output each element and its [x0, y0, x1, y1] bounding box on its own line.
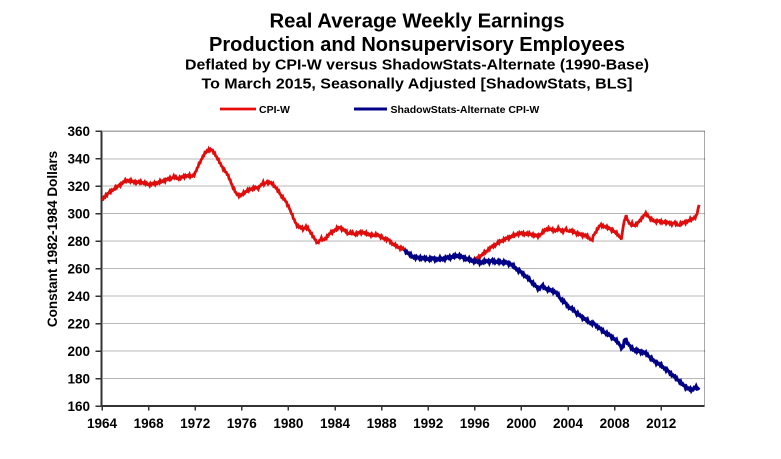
svg-text:220: 220 — [67, 316, 90, 331]
svg-text:2012: 2012 — [646, 416, 676, 431]
svg-text:1976: 1976 — [227, 416, 258, 431]
svg-text:1964: 1964 — [87, 416, 118, 431]
svg-text:1980: 1980 — [273, 416, 303, 431]
svg-text:2008: 2008 — [600, 416, 631, 431]
svg-text:280: 280 — [67, 234, 90, 249]
svg-text:360: 360 — [67, 124, 90, 139]
svg-text:2000: 2000 — [506, 416, 536, 431]
svg-text:To March 2015, Seasonally Adju: To March 2015, Seasonally Adjusted [Shad… — [202, 77, 633, 93]
svg-text:1992: 1992 — [413, 416, 443, 431]
svg-text:ShadowStats-Alternate CPI-W: ShadowStats-Alternate CPI-W — [391, 104, 540, 116]
svg-text:260: 260 — [67, 262, 90, 277]
svg-text:Real Average Weekly Earnings: Real Average Weekly Earnings — [270, 11, 565, 33]
svg-text:Deflated by CPI-W versus Shado: Deflated by CPI-W versus ShadowStats-Alt… — [185, 57, 649, 73]
svg-text:Constant 1982-1984 Dollars: Constant 1982-1984 Dollars — [45, 151, 60, 327]
svg-text:1988: 1988 — [367, 416, 398, 431]
svg-text:Production and Nonsupervisory: Production and Nonsupervisory Employees — [209, 34, 625, 56]
svg-text:320: 320 — [67, 179, 90, 194]
svg-text:300: 300 — [67, 207, 90, 222]
svg-text:1996: 1996 — [460, 416, 491, 431]
svg-text:240: 240 — [67, 289, 90, 304]
svg-text:160: 160 — [67, 399, 90, 414]
svg-text:340: 340 — [67, 152, 90, 167]
svg-text:200: 200 — [67, 344, 90, 359]
svg-text:1984: 1984 — [320, 416, 351, 431]
svg-text:2004: 2004 — [553, 416, 584, 431]
svg-text:180: 180 — [67, 371, 90, 386]
svg-text:1972: 1972 — [180, 416, 210, 431]
svg-text:1968: 1968 — [134, 416, 165, 431]
svg-text:CPI-W: CPI-W — [259, 104, 290, 116]
